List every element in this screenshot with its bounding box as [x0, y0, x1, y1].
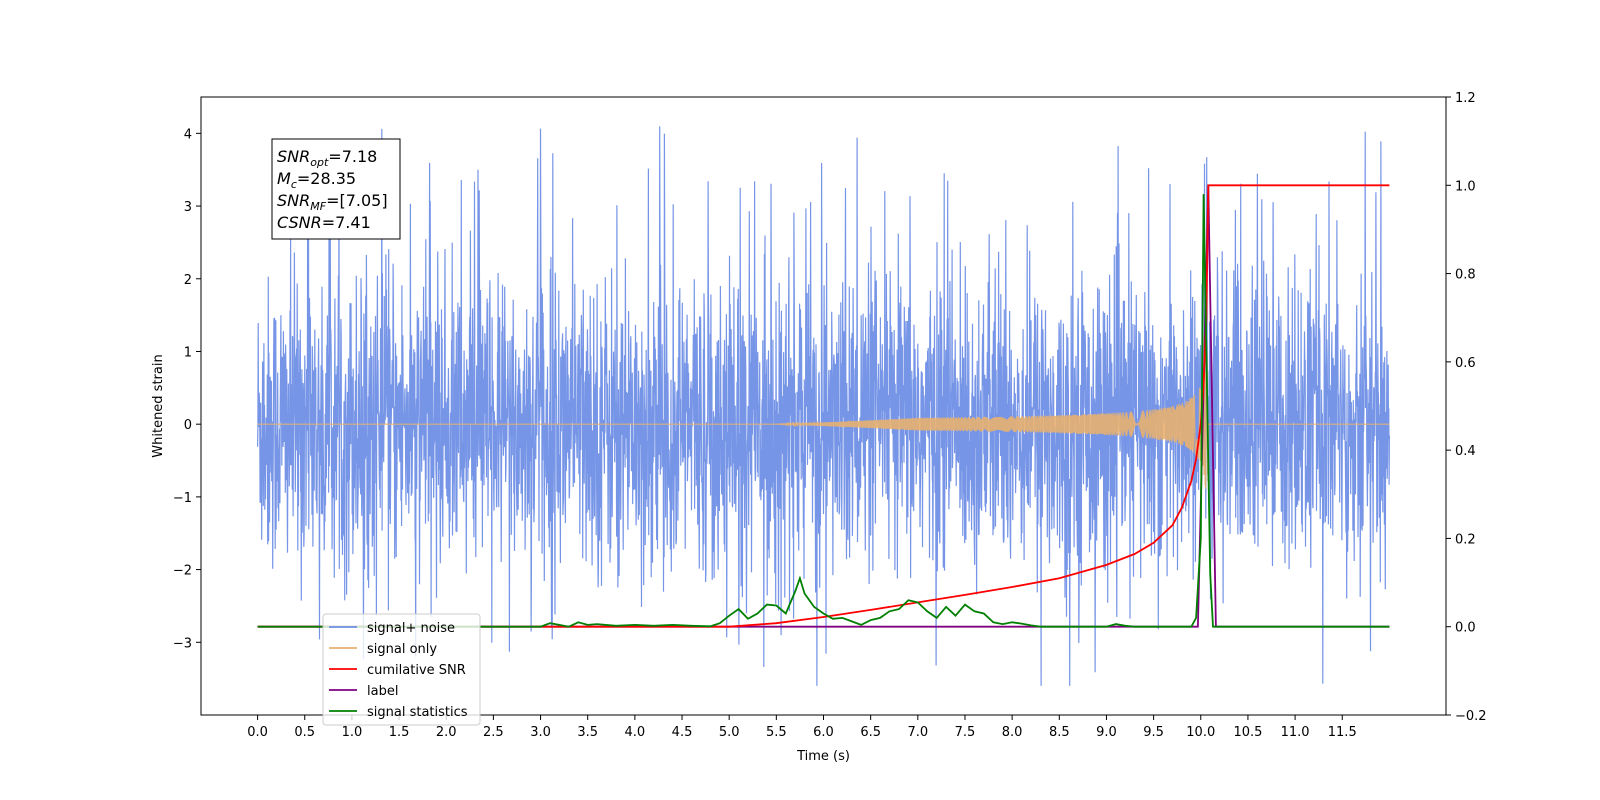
x-tick-label: 6.0 [813, 725, 834, 740]
annotation-line: CSNR=7.41 [277, 213, 371, 232]
y-tick-label: 1 [184, 345, 192, 360]
x-tick-label: 10.5 [1233, 725, 1262, 740]
x-tick-label: 11.5 [1328, 725, 1357, 740]
annotation-line: SNRopt=7.18 [277, 147, 377, 169]
legend-label: signal statistics [367, 705, 468, 720]
x-tick-label: 7.0 [907, 725, 928, 740]
y2-tick-label: 1.2 [1455, 91, 1476, 106]
x-tick-label: 2.5 [483, 725, 504, 740]
y2-tick-label: 0.2 [1455, 532, 1476, 547]
y2-tick-label: −0.2 [1455, 709, 1487, 724]
y2-tick-label: 0.8 [1455, 268, 1476, 283]
x-tick-label: 5.5 [766, 725, 787, 740]
x-tick-label: 1.5 [389, 725, 410, 740]
series-signal-statistics-line [257, 194, 1390, 628]
y-tick-label: 2 [184, 273, 192, 288]
x-tick-label: 0.0 [247, 725, 268, 740]
legend: signal+ noise signal only cumilative SNR la… [322, 613, 481, 726]
annotation-line: Mc=28.35 [277, 169, 356, 191]
x-tick-label: 4.0 [625, 725, 646, 740]
x-tick-label: 6.5 [860, 725, 881, 740]
y-tick-label: 0 [184, 418, 192, 433]
y-tick-label: −2 [173, 564, 192, 579]
y-tick-label: −3 [173, 636, 192, 651]
legend-label: cumilative SNR [367, 663, 466, 678]
y-tick-label: 4 [184, 127, 192, 142]
annotation-line: SNRMF=[7.05] [277, 191, 388, 213]
x-tick-label: 11.0 [1281, 725, 1310, 740]
legend-label: signal+ noise [367, 621, 455, 636]
annotation-frame [271, 138, 401, 240]
x-tick-label: 2.0 [436, 725, 457, 740]
x-axis-label: Time (s) [796, 749, 850, 764]
y-tick-label: −1 [173, 491, 192, 506]
legend-label: label [367, 684, 398, 699]
legend-label: signal only [367, 642, 437, 657]
x-tick-label: 3.0 [530, 725, 551, 740]
y2-tick-label: 0.0 [1455, 621, 1476, 636]
x-tick-label: 5.0 [719, 725, 740, 740]
x-tick-label: 9.0 [1096, 725, 1117, 740]
x-tick-label: 8.0 [1002, 725, 1023, 740]
x-tick-label: 3.5 [577, 725, 598, 740]
axes: 0.0 0.5 1.0 1.5 2.0 2.5 3.0 3.5 4.0 4.5 5.0 5.5 6.0 6… [151, 91, 1487, 764]
y-tick-label: 3 [184, 200, 192, 215]
x-tick-label: 8.5 [1049, 725, 1070, 740]
x-tick-label: 7.5 [955, 725, 976, 740]
y2-tick-label: 1.0 [1455, 179, 1476, 194]
x-tick-label: 10.0 [1186, 725, 1215, 740]
y-axis-label: Whitened strain [151, 354, 166, 457]
x-tick-label: 0.5 [294, 725, 315, 740]
series-signal-noise-line [257, 126, 1390, 686]
x-tick-label: 1.0 [342, 725, 363, 740]
y2-tick-label: 0.6 [1455, 356, 1476, 371]
x-tick-label: 4.5 [672, 725, 693, 740]
y2-tick-label: 0.4 [1455, 444, 1476, 459]
x-tick-label: 9.5 [1143, 725, 1164, 740]
legend-frame [322, 613, 481, 726]
plot-area [257, 126, 1390, 686]
